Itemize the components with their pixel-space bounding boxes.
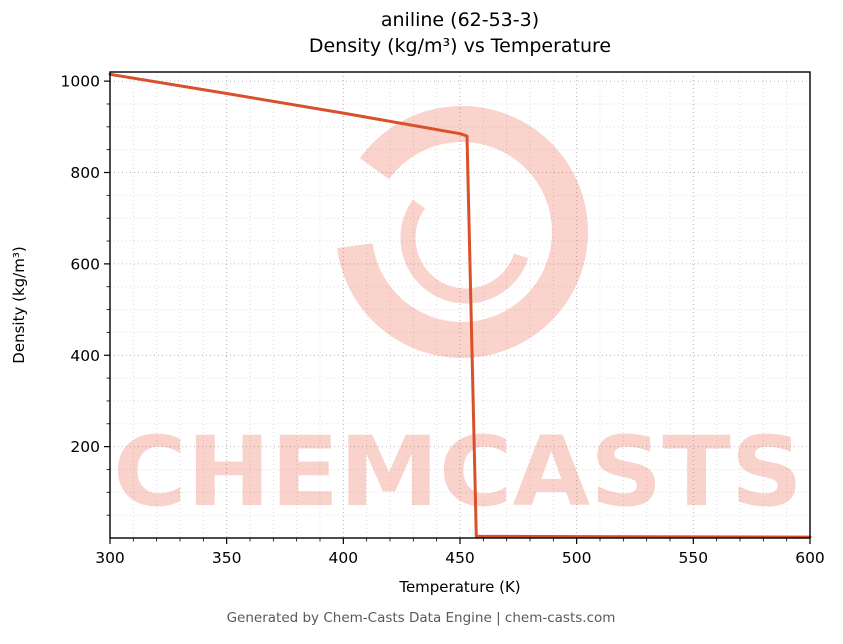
x-axis-label: Temperature (K) bbox=[398, 578, 520, 596]
watermark-logo-inner-arc bbox=[400, 172, 532, 304]
watermark-logo-ring bbox=[336, 106, 588, 358]
x-tick-label: 450 bbox=[445, 549, 475, 567]
x-tick-label: 600 bbox=[795, 549, 825, 567]
y-tick-label: 800 bbox=[70, 164, 100, 182]
x-tick-label: 550 bbox=[679, 549, 709, 567]
watermark: CHEMCASTS bbox=[113, 106, 803, 528]
footer-credit: Generated by Chem-Casts Data Engine | ch… bbox=[227, 610, 616, 626]
x-tick-label: 300 bbox=[95, 549, 125, 567]
watermark-text: CHEMCASTS bbox=[113, 416, 803, 528]
series-line-density bbox=[108, 72, 812, 539]
y-tick-label: 400 bbox=[70, 347, 100, 365]
x-tick-label: 500 bbox=[562, 549, 592, 567]
chart-title-line2: Density (kg/m³) vs Temperature bbox=[309, 35, 611, 57]
axis-ticks bbox=[104, 80, 811, 544]
chart-title-line1: aniline (62-53-3) bbox=[381, 9, 539, 31]
y-tick-label: 600 bbox=[70, 255, 100, 273]
axis-tick-labels: 300 350 400 450 500 550 600 200 400 600 800 1000 bbox=[61, 73, 825, 567]
x-tick-label: 400 bbox=[329, 549, 359, 567]
y-tick-label: 1000 bbox=[61, 73, 100, 91]
y-tick-label: 200 bbox=[70, 438, 100, 456]
y-axis-label: Density (kg/m³) bbox=[10, 246, 28, 363]
x-tick-label: 350 bbox=[212, 549, 242, 567]
series-line-density bbox=[108, 72, 812, 539]
